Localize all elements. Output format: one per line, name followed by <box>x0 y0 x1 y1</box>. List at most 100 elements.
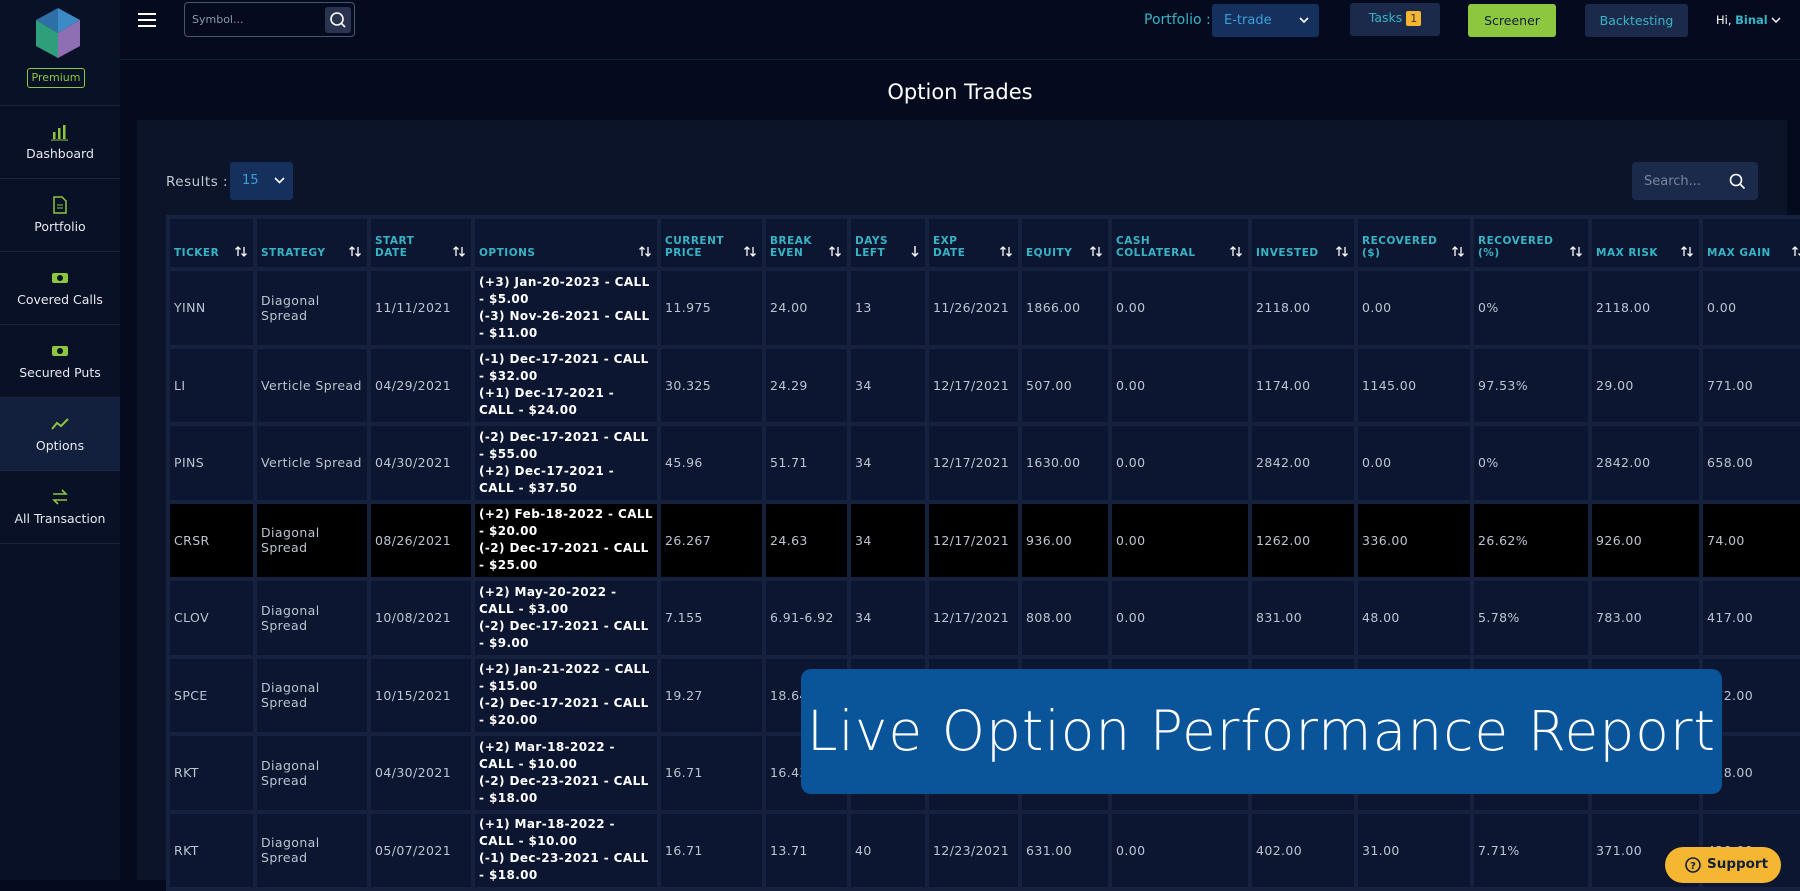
table-row: PINS Verticle Spread 04/30/2021 (-2) Dec-17… <box>170 426 1800 500</box>
table-row: RKT Diagonal Spread 05/07/2021 (+1) Mar-18-… <box>170 813 1800 887</box>
logo-icon <box>36 8 80 58</box>
column-label: CURRENT PRICE <box>665 235 725 259</box>
nav-item[interactable]: Secured Puts <box>0 325 120 398</box>
menu-button[interactable] <box>138 12 158 28</box>
options-cell: (+2) May-20-2022 - CALL - $3.00 (-2) Dec-… <box>475 581 657 655</box>
results-select[interactable]: 15 <box>230 162 293 200</box>
search-placeholder: Search... <box>1644 174 1702 189</box>
sort-icon <box>829 246 841 257</box>
support-button[interactable]: ? Support <box>1665 847 1781 883</box>
report-banner: Live Option Performance Report <box>801 669 1722 794</box>
column-header[interactable]: EQUITY <box>1022 219 1108 267</box>
table-search[interactable]: Search... <box>1632 162 1758 200</box>
greeting: Hi, <box>1716 13 1732 27</box>
table-cell: 40 <box>851 813 925 887</box>
column-label: STRATEGY <box>261 247 326 259</box>
option-leg: (-1) Dec-23-2021 - CALL - $18.00 <box>479 851 649 883</box>
table-cell: 11/11/2021 <box>371 271 471 345</box>
column-header[interactable]: TICKER <box>170 219 253 267</box>
sort-icon <box>1090 246 1102 257</box>
column-header[interactable]: RECOVERED ($) <box>1358 219 1470 267</box>
column-header[interactable]: MAX GAIN <box>1703 219 1800 267</box>
table-cell: 12/17/2021 <box>929 503 1018 577</box>
table-cell: 417.00 <box>1703 581 1800 655</box>
nav-item[interactable]: Portfolio <box>0 179 120 252</box>
option-leg: (+1) Dec-17-2021 - CALL - $24.00 <box>479 386 615 418</box>
column-label: CASH COLLATERAL <box>1116 235 1196 259</box>
table-cell: 6.91-6.92 <box>766 581 847 655</box>
nav-item[interactable]: Options <box>0 398 120 471</box>
table-cell: 34 <box>851 348 925 422</box>
portfolio-value: E-trade <box>1224 13 1272 28</box>
table-cell: 16.71 <box>661 736 762 810</box>
table-cell: 2118.00 <box>1252 271 1354 345</box>
table-cell: 74.00 <box>1703 503 1800 577</box>
table-cell: 04/29/2021 <box>371 348 471 422</box>
column-header[interactable]: DAYS LEFT <box>851 219 925 267</box>
nav-item[interactable]: Covered Calls <box>0 252 120 325</box>
option-leg: (-3) Nov-26-2021 - CALL - $11.00 <box>479 308 650 340</box>
sort-icon <box>235 246 247 257</box>
column-label: DAYS LEFT <box>855 235 889 259</box>
table-cell: 771.00 <box>1703 348 1800 422</box>
table-cell: 04/30/2021 <box>371 736 471 810</box>
portfolio-select[interactable]: E-trade <box>1212 4 1319 37</box>
column-header[interactable]: CURRENT PRICE <box>661 219 762 267</box>
symbol-placeholder: Symbol... <box>192 13 244 26</box>
column-header[interactable]: OPTIONS <box>475 219 657 267</box>
options-cell: (+3) Jan-20-2023 - CALL - $5.00 (-3) Nov-… <box>475 271 657 345</box>
table-cell: 30.325 <box>661 348 762 422</box>
table-cell: 7.155 <box>661 581 762 655</box>
table-cell: 10/15/2021 <box>371 658 471 732</box>
column-header[interactable]: BREAK EVEN <box>766 219 847 267</box>
table-cell: 12/17/2021 <box>929 426 1018 500</box>
table-cell: 402.00 <box>1252 813 1354 887</box>
user-greeting[interactable]: Hi, Binal <box>1716 13 1781 27</box>
table-cell: 29.00 <box>1592 348 1699 422</box>
option-leg: (-2) Dec-17-2021 - CALL - $9.00 <box>479 618 649 650</box>
table-cell: 631.00 <box>1022 813 1108 887</box>
table-cell: 45.96 <box>661 426 762 500</box>
column-label: RECOVERED ($) <box>1362 235 1438 259</box>
table-cell: 24.29 <box>766 348 847 422</box>
column-label: INVESTED <box>1256 247 1319 259</box>
nav-icon <box>52 273 68 283</box>
table-cell: Verticle Spread <box>257 348 367 422</box>
option-leg: (+2) Feb-18-2022 - CALL - $20.00 <box>479 507 653 539</box>
table-cell: 12/17/2021 <box>929 348 1018 422</box>
table-cell: 507.00 <box>1022 348 1108 422</box>
table-row: YINN Diagonal Spread 11/11/2021 (+3) Jan-20… <box>170 271 1800 345</box>
column-header[interactable]: MAX RISK <box>1592 219 1699 267</box>
table-cell: 11.975 <box>661 271 762 345</box>
sort-icon <box>1230 246 1242 257</box>
support-label: Support <box>1707 856 1769 872</box>
results-label: Results : <box>166 174 229 190</box>
table-cell: 831.00 <box>1252 581 1354 655</box>
nav-label: Options <box>35 438 85 453</box>
column-header[interactable]: CASH COLLATERAL <box>1112 219 1248 267</box>
tasks-button[interactable]: Tasks 1 <box>1350 3 1440 36</box>
table-cell: 12/23/2021 <box>929 813 1018 887</box>
table-cell: Diagonal Spread <box>257 271 367 345</box>
backtesting-button[interactable]: Backtesting <box>1585 4 1688 37</box>
table-cell: 808.00 <box>1022 581 1108 655</box>
column-header[interactable]: EXP DATE <box>929 219 1018 267</box>
column-header[interactable]: STRATEGY <box>257 219 367 267</box>
table-cell: 13 <box>851 271 925 345</box>
column-header[interactable]: START DATE <box>371 219 471 267</box>
option-leg: (+2) Jan-21-2022 - CALL - $15.00 <box>479 662 650 694</box>
table-cell: 26.62% <box>1474 503 1588 577</box>
table-cell: 26.267 <box>661 503 762 577</box>
sort-icon <box>1681 246 1693 257</box>
symbol-search[interactable]: Symbol... <box>184 2 355 37</box>
table-cell: 1262.00 <box>1252 503 1354 577</box>
screener-button[interactable]: Screener <box>1468 4 1556 37</box>
sort-icon <box>744 246 756 257</box>
options-cell: (-1) Dec-17-2021 - CALL - $32.00 (+1) Dec… <box>475 348 657 422</box>
nav-item[interactable]: All Transaction <box>0 471 120 544</box>
column-label: TICKER <box>174 247 220 259</box>
nav-item[interactable]: Dashboard <box>0 106 120 179</box>
column-header[interactable]: INVESTED <box>1252 219 1354 267</box>
column-header[interactable]: RECOVERED (%) <box>1474 219 1588 267</box>
table-cell: 783.00 <box>1592 581 1699 655</box>
